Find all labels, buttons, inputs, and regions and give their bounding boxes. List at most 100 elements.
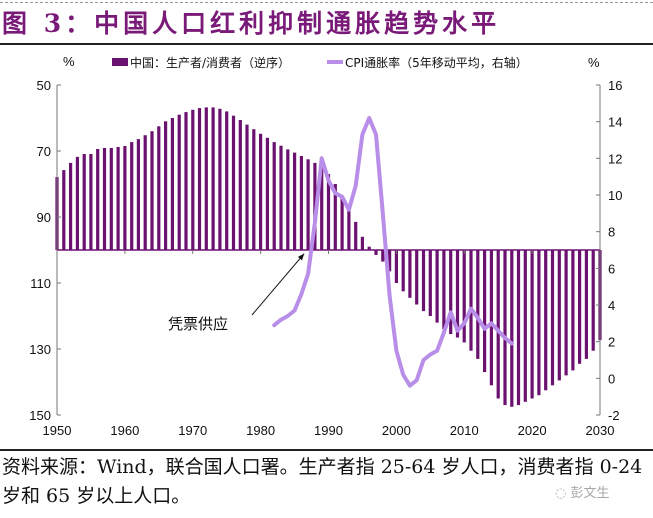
bar-1984 — [286, 149, 290, 250]
bar-1980 — [259, 133, 263, 250]
legend-label-bar: 中国：生产者/消费者（逆序） — [130, 55, 290, 70]
bar-1971 — [197, 108, 202, 250]
bar-1960 — [123, 146, 127, 250]
right-tick-label: 8 — [608, 225, 615, 240]
legend-swatch-bar — [112, 58, 128, 66]
annotation: 凭票供应 — [168, 253, 305, 333]
bar-1977 — [238, 120, 242, 250]
right-tick-label: 2 — [608, 335, 615, 350]
bar-series — [55, 107, 602, 407]
legend: 中国：生产者/消费者（逆序） CPI通胀率（5年移动平均，右轴） — [112, 55, 528, 70]
left-tick-label: 70 — [37, 144, 51, 159]
bar-1981 — [265, 137, 269, 250]
bar-1983 — [279, 145, 283, 250]
right-axis-unit: % — [588, 55, 600, 70]
bar-1991 — [333, 184, 337, 250]
x-tick-label: 1980 — [246, 423, 275, 438]
bar-1959 — [116, 147, 120, 250]
bar-1953 — [75, 156, 79, 250]
x-tick-label: 1960 — [110, 423, 139, 438]
bar-2008 — [449, 250, 453, 335]
bar-1963 — [143, 135, 147, 250]
x-tick-label: 2020 — [518, 423, 547, 438]
bar-1957 — [102, 148, 107, 250]
bar-1968 — [177, 114, 181, 250]
bar-1996 — [367, 246, 371, 250]
watermark: ◌ 彭文生 — [555, 482, 610, 501]
bar-1966 — [164, 121, 168, 250]
watermark-text: 彭文生 — [570, 486, 610, 501]
bar-1958 — [109, 148, 113, 250]
x-tick-label: 1950 — [43, 423, 72, 438]
bar-1994 — [354, 221, 358, 250]
bar-2024 — [557, 250, 561, 381]
wechat-icon: ◌ — [555, 486, 571, 501]
bar-2015 — [496, 250, 500, 399]
bar-1982 — [272, 142, 276, 250]
bar-1969 — [184, 112, 188, 250]
bar-2017 — [510, 250, 514, 407]
source-divider — [0, 449, 653, 451]
x-tick-label: 1990 — [314, 423, 343, 438]
bar-1985 — [293, 152, 297, 250]
right-tick-label: -2 — [608, 408, 620, 423]
bar-2012 — [476, 250, 480, 359]
bar-2019 — [523, 250, 527, 402]
bar-1992 — [340, 195, 344, 250]
chart: 中国：生产者/消费者（逆序） CPI通胀率（5年移动平均，右轴） % % 50 7… — [29, 54, 622, 438]
bar-2010 — [462, 250, 466, 343]
bar-1954 — [82, 154, 86, 250]
bar-2004 — [421, 250, 426, 312]
bar-1955 — [89, 154, 93, 250]
bar-1961 — [130, 142, 134, 250]
bar-1965 — [157, 126, 161, 251]
left-tick-label: 130 — [29, 342, 51, 357]
left-axis-unit: % — [63, 54, 75, 69]
left-tick-label: 110 — [30, 276, 51, 291]
legend-label-line: CPI通胀率（5年移动平均，右轴） — [345, 55, 528, 70]
cpi-line — [272, 116, 514, 388]
bar-1975 — [225, 111, 229, 251]
bar-1999 — [388, 250, 392, 272]
bar-1998 — [381, 250, 385, 262]
cpi-line-series — [272, 116, 514, 388]
right-tick-label: 12 — [608, 151, 622, 166]
bar-2001 — [401, 250, 405, 292]
bar-1962 — [136, 139, 140, 250]
bar-2022 — [544, 250, 548, 391]
bar-2011 — [469, 250, 473, 351]
bar-2018 — [516, 250, 521, 406]
left-tick-label: 150 — [29, 408, 51, 423]
bar-1973 — [211, 107, 215, 251]
bar-2021 — [537, 250, 541, 396]
bar-2013 — [483, 250, 487, 373]
bar-1995 — [360, 236, 364, 250]
bar-1997 — [374, 250, 378, 255]
figure-title: 图 3：中国人口红利抑制通胀趋势水平 — [2, 9, 501, 38]
bar-1967 — [170, 118, 174, 250]
bar-2000 — [394, 250, 398, 283]
bar-2016 — [503, 250, 507, 406]
bar-1970 — [191, 109, 195, 251]
title-divider — [0, 43, 653, 45]
bar-2005 — [428, 250, 432, 316]
bar-2009 — [455, 250, 460, 338]
bar-2020 — [530, 250, 534, 399]
bar-1974 — [218, 108, 222, 250]
annotation-arrowhead — [297, 253, 305, 261]
source-note: 资料来源：Wind，联合国人口署。生产者指 25-64 岁人口，消费者指 0-2… — [2, 456, 643, 507]
bar-2002 — [408, 250, 412, 298]
bar-1989 — [320, 166, 324, 250]
bar-1952 — [69, 162, 73, 250]
bar-1993 — [347, 207, 351, 250]
bar-2003 — [415, 250, 419, 305]
bar-1972 — [204, 107, 208, 251]
bar-1987 — [306, 159, 310, 251]
bar-2029 — [591, 250, 595, 351]
bar-1964 — [150, 131, 154, 250]
bar-1979 — [252, 129, 256, 250]
top-dashed-border — [0, 2, 653, 3]
annotation-arrow — [251, 253, 305, 316]
bar-2026 — [571, 250, 575, 371]
bar-1990 — [326, 174, 331, 250]
